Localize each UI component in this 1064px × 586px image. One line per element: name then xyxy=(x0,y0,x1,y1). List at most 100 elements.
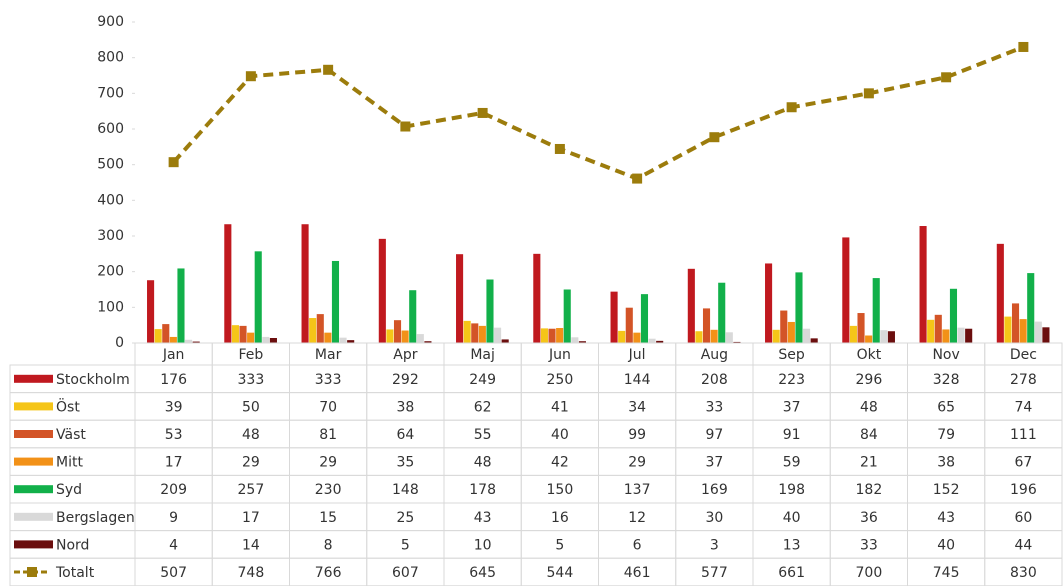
bar xyxy=(710,329,718,343)
bar xyxy=(169,336,177,343)
table-value: 36 xyxy=(860,510,878,526)
bar xyxy=(501,339,509,343)
legend-swatch xyxy=(14,512,53,521)
table-value: 44 xyxy=(1014,537,1032,553)
bar xyxy=(254,251,262,343)
line xyxy=(172,45,1025,181)
bar xyxy=(177,268,185,343)
y-tick-label: 300 xyxy=(97,228,124,244)
table-value: 577 xyxy=(701,565,728,581)
bar xyxy=(965,328,973,343)
line-marker xyxy=(400,121,411,132)
bar xyxy=(192,341,200,343)
bar xyxy=(880,330,888,343)
table-value: 50 xyxy=(242,399,260,415)
bar xyxy=(887,331,895,343)
bar xyxy=(919,226,927,343)
table-value: 209 xyxy=(160,482,187,498)
table-value: 74 xyxy=(1014,399,1032,415)
bar xyxy=(780,310,788,343)
bar xyxy=(942,329,950,343)
table-value: 257 xyxy=(238,482,265,498)
table-value: 40 xyxy=(783,510,801,526)
table-value: 544 xyxy=(547,565,574,581)
bar xyxy=(695,331,703,343)
bar xyxy=(857,313,865,343)
line-marker xyxy=(863,88,874,99)
bar xyxy=(702,308,711,343)
bar xyxy=(849,325,857,343)
table-value: 766 xyxy=(315,565,342,581)
bar xyxy=(949,288,958,343)
y-tick-label: 0 xyxy=(115,335,124,351)
table-value: 25 xyxy=(396,510,414,526)
table-value: 333 xyxy=(238,372,265,388)
bar xyxy=(393,320,402,343)
bar xyxy=(401,330,409,343)
table-value: 333 xyxy=(315,372,342,388)
table-value: 53 xyxy=(165,427,183,443)
table-value: 9 xyxy=(169,510,178,526)
table-value: 37 xyxy=(705,455,723,471)
table-value: 29 xyxy=(242,455,260,471)
bar xyxy=(378,238,386,343)
table-value: 21 xyxy=(860,455,878,471)
bar xyxy=(262,336,270,343)
bar xyxy=(640,294,649,343)
bar xyxy=(347,340,355,343)
line-marker xyxy=(245,71,256,82)
y-tick-label: 700 xyxy=(97,85,124,101)
table-value: 91 xyxy=(783,427,801,443)
line-marker xyxy=(632,173,643,184)
table-value: 278 xyxy=(1010,372,1037,388)
table-value: 13 xyxy=(783,537,801,553)
bar xyxy=(463,320,471,343)
bar xyxy=(772,329,780,343)
table-value: 40 xyxy=(937,537,955,553)
table-value: 16 xyxy=(551,510,569,526)
table-value: 4 xyxy=(169,537,178,553)
table-value: 507 xyxy=(160,565,187,581)
legend-label: Stockholm xyxy=(56,372,130,388)
table-value: 39 xyxy=(165,399,183,415)
table-value: 29 xyxy=(319,455,337,471)
bar xyxy=(725,332,733,343)
table-value: 81 xyxy=(319,427,337,443)
table-value: 5 xyxy=(401,537,410,553)
bar xyxy=(1004,316,1012,343)
table-value: 230 xyxy=(315,482,342,498)
bar xyxy=(416,334,424,343)
legend-swatch xyxy=(14,457,53,466)
bar xyxy=(1034,321,1042,343)
bar xyxy=(842,237,850,343)
table-value: 55 xyxy=(474,427,492,443)
x-tick-label: Jul xyxy=(628,347,646,363)
table-value: 34 xyxy=(628,399,646,415)
y-tick-label: 900 xyxy=(97,14,124,30)
table-value: 48 xyxy=(860,399,878,415)
table-value: 176 xyxy=(160,372,187,388)
legend-swatch xyxy=(14,430,53,438)
table-value: 178 xyxy=(469,482,496,498)
bar xyxy=(872,278,880,343)
table-value: 296 xyxy=(856,372,883,388)
table-value: 17 xyxy=(242,510,260,526)
table-value: 33 xyxy=(860,537,878,553)
table-value: 830 xyxy=(1010,565,1037,581)
legend-swatch xyxy=(14,485,53,494)
table-value: 40 xyxy=(551,427,569,443)
table-value: 79 xyxy=(937,427,955,443)
bar xyxy=(810,338,818,343)
bar xyxy=(733,341,741,343)
bar xyxy=(765,263,773,343)
table-value: 748 xyxy=(238,565,265,581)
x-tick-label: Nov xyxy=(932,347,959,363)
bar xyxy=(1027,273,1035,343)
legend-label: Syd xyxy=(56,482,82,498)
bar xyxy=(1042,327,1050,343)
table-value: 249 xyxy=(469,372,496,388)
table-value: 38 xyxy=(937,455,955,471)
table-value: 111 xyxy=(1010,427,1037,443)
y-tick-label: 500 xyxy=(97,157,124,173)
